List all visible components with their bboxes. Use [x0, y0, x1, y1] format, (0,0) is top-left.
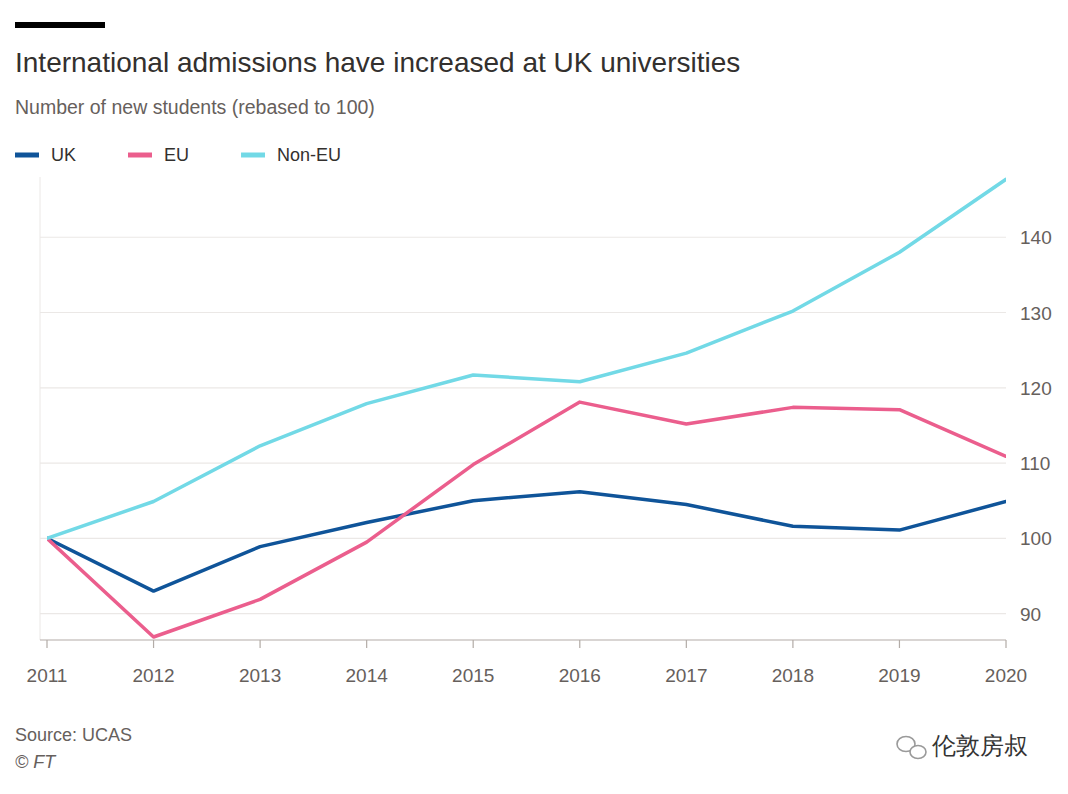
y-tick-label: 90: [1020, 604, 1041, 625]
x-tick: [153, 640, 154, 648]
x-tick-label: 2018: [772, 665, 814, 686]
x-tick: [366, 640, 367, 648]
legend-label: EU: [164, 145, 189, 165]
legend-label: Non-EU: [277, 145, 341, 165]
x-tick: [46, 640, 47, 648]
series-line: [47, 492, 1006, 591]
x-tick: [579, 640, 580, 648]
grid-line: [40, 538, 1006, 539]
x-tick-label: 2013: [239, 665, 281, 686]
chart: International admissions have increased …: [0, 0, 1068, 794]
series-line: [47, 402, 1006, 637]
legend: UK EU Non-EU: [15, 145, 341, 165]
grid-line: [40, 462, 1006, 463]
x-tick: [260, 640, 261, 648]
legend-label: UK: [51, 145, 76, 165]
x-tick: [899, 640, 900, 648]
grid-line: [40, 613, 1006, 614]
x-tick-label: 2014: [346, 665, 389, 686]
header-bar: [15, 22, 105, 28]
grid-line: [40, 237, 1006, 238]
grid-line: [40, 312, 1006, 313]
y-tick-label: 140: [1020, 227, 1052, 248]
y-tick-label: 100: [1020, 528, 1052, 549]
credit: © FT: [15, 752, 57, 772]
watermark-icon: [910, 746, 926, 759]
x-tick: [1005, 640, 1006, 648]
legend-swatch: [15, 153, 39, 158]
x-tick: [473, 640, 474, 648]
subtitle: Number of new students (rebased to 100): [15, 96, 375, 118]
watermark: 伦敦房叔: [897, 732, 1028, 759]
x-axis-line: [40, 639, 1006, 640]
title: International admissions have increased …: [15, 47, 740, 78]
x-tick-label: 2019: [878, 665, 920, 686]
x-tick-label: 2020: [985, 665, 1027, 686]
y-tick-label: 120: [1020, 378, 1052, 399]
series-line: [47, 179, 1006, 538]
x-tick-label: 2017: [665, 665, 707, 686]
grid-line: [40, 387, 1006, 388]
x-tick: [686, 640, 687, 648]
y-tick-label: 130: [1020, 303, 1052, 324]
x-tick-label: 2015: [452, 665, 494, 686]
x-tick-label: 2016: [559, 665, 601, 686]
x-tick: [792, 640, 793, 648]
source: Source: UCAS: [15, 725, 132, 745]
watermark-text: 伦敦房叔: [932, 732, 1028, 759]
x-tick-label: 2011: [27, 665, 68, 686]
x-tick-label: 2012: [132, 665, 174, 686]
legend-swatch: [241, 153, 265, 158]
plot-area: [47, 179, 1006, 637]
legend-swatch: [128, 153, 152, 158]
y-range-line: [40, 177, 41, 640]
y-tick-label: 110: [1020, 453, 1050, 474]
